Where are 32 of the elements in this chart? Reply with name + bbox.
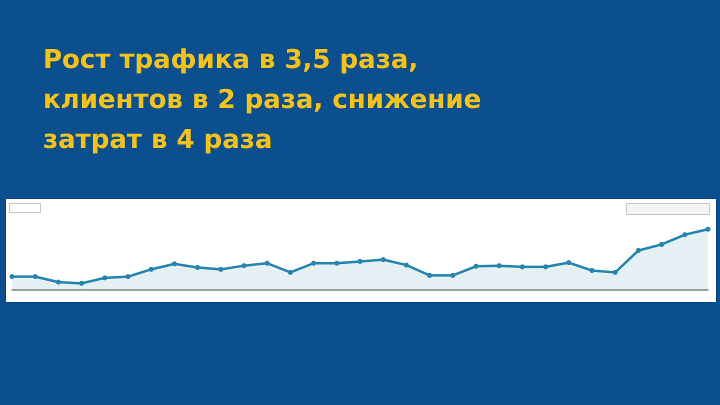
- point: [404, 262, 409, 268]
- point: [566, 260, 572, 266]
- point: [358, 258, 362, 264]
- point: [427, 272, 432, 278]
- point: [126, 274, 130, 280]
- point: [380, 257, 386, 262]
- point: [311, 260, 316, 266]
- point: [172, 261, 177, 266]
- point: [590, 268, 594, 274]
- chart-title: Рост трафика в 3,5 раза, клиентов в 2 раза, снижение затрат в 4 раза: [43, 44, 482, 157]
- point: [102, 275, 108, 280]
- point: [682, 232, 688, 238]
- point: [543, 264, 548, 270]
- point: [32, 274, 38, 280]
- point: [56, 280, 61, 285]
- point: [612, 270, 618, 275]
- point: [496, 263, 502, 268]
- point: [148, 266, 154, 272]
- point: [636, 248, 641, 254]
- point: [474, 264, 478, 269]
- point: [450, 272, 456, 278]
- point: [334, 260, 340, 266]
- point: [520, 264, 525, 270]
- point: [288, 270, 293, 275]
- point: [10, 274, 14, 280]
- point: [659, 242, 664, 247]
- point: [706, 226, 710, 232]
- point: [242, 263, 246, 268]
- point: [218, 266, 224, 272]
- point: [264, 260, 270, 266]
- point: [79, 280, 84, 286]
- point: [195, 265, 200, 270]
